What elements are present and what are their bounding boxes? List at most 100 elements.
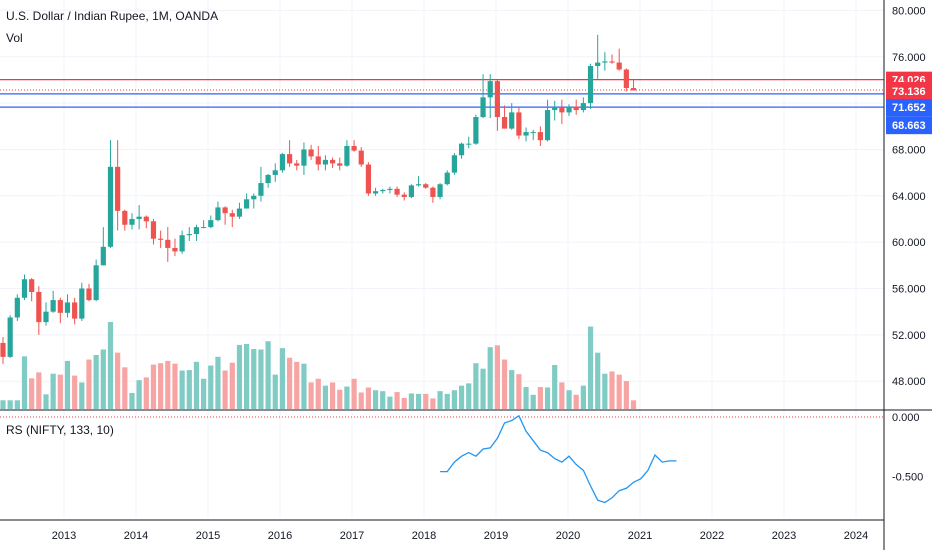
candle-body bbox=[380, 190, 386, 192]
last-price-tag: 73.136 bbox=[892, 86, 926, 98]
candle-body bbox=[43, 311, 49, 323]
candle-body bbox=[516, 112, 522, 136]
candle-body bbox=[530, 132, 536, 134]
volume-bar bbox=[301, 363, 307, 409]
volume-bar bbox=[50, 373, 56, 409]
candle-body bbox=[236, 208, 243, 217]
candle-body bbox=[50, 300, 56, 312]
volume-bar bbox=[315, 378, 321, 409]
candle-body bbox=[501, 117, 508, 129]
rs-tick-label: -0.500 bbox=[892, 471, 923, 483]
candle-body bbox=[559, 107, 565, 113]
candle-body bbox=[365, 164, 372, 194]
time-tick-label: 2021 bbox=[628, 530, 652, 542]
volume-bar bbox=[115, 352, 121, 409]
volume-bar bbox=[609, 371, 615, 409]
candle-body bbox=[430, 187, 436, 197]
volume-bar bbox=[136, 380, 142, 409]
candle-body bbox=[337, 163, 343, 166]
support-price-tag-bg bbox=[886, 99, 932, 117]
time-tick-label: 2013 bbox=[52, 530, 76, 542]
volume-bar bbox=[215, 356, 221, 409]
candle-body bbox=[401, 194, 407, 197]
volume-bar bbox=[322, 385, 329, 409]
candle-body bbox=[329, 159, 336, 164]
price-tick-label: 52.000 bbox=[892, 330, 926, 342]
volume-bar bbox=[14, 400, 20, 409]
candle-body bbox=[580, 103, 586, 111]
candle-body bbox=[437, 184, 443, 197]
volume-bar bbox=[344, 386, 350, 409]
volume-bar bbox=[222, 370, 228, 409]
time-tick-label: 2016 bbox=[268, 530, 292, 542]
candle-body bbox=[129, 218, 135, 225]
candle-body bbox=[315, 156, 321, 165]
volume-bar bbox=[7, 400, 13, 409]
volume-bar bbox=[552, 365, 558, 409]
volume-bar bbox=[380, 391, 386, 409]
volume-bar bbox=[630, 400, 637, 409]
candle-body bbox=[0, 342, 6, 357]
volume-legend: Vol bbox=[6, 31, 23, 45]
time-tick-label: 2022 bbox=[700, 530, 724, 542]
support-price-tag: 71.652 bbox=[892, 102, 926, 114]
volume-bar bbox=[64, 360, 71, 409]
price-tick-label: 68.000 bbox=[892, 144, 926, 156]
candle-body bbox=[150, 221, 157, 239]
candle-body bbox=[136, 216, 142, 219]
time-tick-label: 2014 bbox=[124, 530, 148, 542]
candle-body bbox=[272, 170, 278, 175]
candle-body bbox=[523, 132, 529, 136]
candle-body bbox=[222, 207, 228, 214]
candle-body bbox=[107, 166, 114, 247]
volume-bar bbox=[487, 347, 493, 409]
volume-bar bbox=[559, 382, 565, 409]
volume-bar bbox=[423, 393, 429, 409]
candle-body bbox=[79, 288, 85, 319]
candle-body bbox=[372, 191, 379, 194]
volume-bar bbox=[616, 374, 622, 409]
volume-bar bbox=[201, 378, 207, 409]
volume-bar bbox=[107, 322, 114, 409]
volume-bar bbox=[236, 344, 243, 409]
volume-bar bbox=[150, 364, 157, 409]
volume-bar bbox=[466, 383, 472, 409]
candle-body bbox=[473, 117, 479, 144]
candle-body bbox=[408, 185, 415, 197]
volume-bar bbox=[566, 390, 572, 409]
candle-body bbox=[587, 66, 594, 104]
volume-bar bbox=[394, 392, 400, 409]
candle-body bbox=[21, 279, 28, 298]
price-tick-label: 76.000 bbox=[892, 52, 926, 64]
candle-body bbox=[14, 297, 20, 318]
volume-bar bbox=[21, 356, 28, 409]
candle-body bbox=[595, 62, 601, 67]
candle-body bbox=[258, 183, 264, 196]
candle-body bbox=[265, 174, 271, 184]
volume-bars bbox=[0, 322, 637, 409]
candle-body bbox=[630, 88, 637, 91]
volume-bar bbox=[430, 398, 436, 409]
candle-body bbox=[322, 159, 329, 165]
candle-body bbox=[244, 199, 250, 209]
candles bbox=[0, 34, 637, 364]
candle-body bbox=[394, 188, 400, 195]
volume-bar bbox=[458, 385, 465, 409]
time-tick-label: 2017 bbox=[340, 530, 364, 542]
volume-bar bbox=[86, 359, 92, 409]
candle-body bbox=[93, 265, 99, 301]
candle-body bbox=[552, 107, 558, 111]
candle-body bbox=[358, 150, 364, 165]
time-tick-label: 2023 bbox=[772, 530, 796, 542]
volume-bar bbox=[544, 387, 551, 409]
candle-body bbox=[494, 81, 500, 118]
candle-body bbox=[122, 210, 128, 225]
volume-bar bbox=[351, 378, 357, 409]
candle-body bbox=[623, 69, 629, 89]
volume-bar bbox=[208, 365, 214, 409]
candle-body bbox=[172, 247, 178, 252]
candle-body bbox=[143, 216, 149, 222]
volume-bar bbox=[172, 363, 178, 409]
candle-body bbox=[616, 62, 622, 70]
